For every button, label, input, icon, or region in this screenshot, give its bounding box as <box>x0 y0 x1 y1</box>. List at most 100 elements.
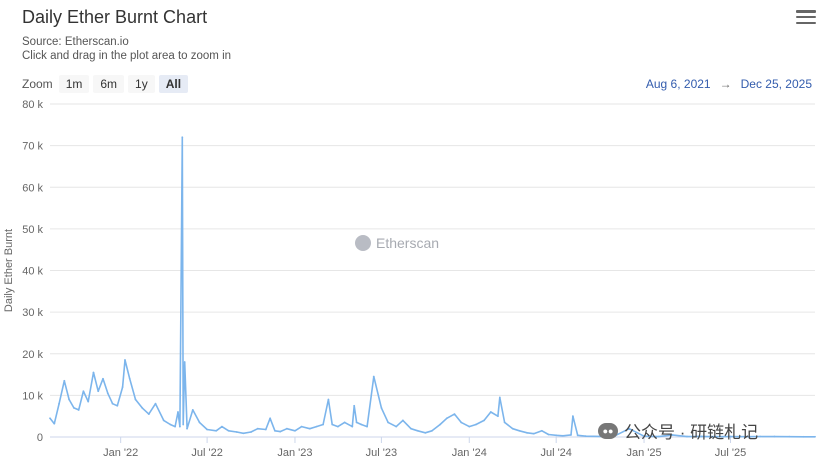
data-point <box>294 429 296 432</box>
zoom-1y-button[interactable]: 1y <box>128 75 155 93</box>
data-point <box>264 428 267 431</box>
data-point <box>206 428 209 431</box>
data-point <box>274 429 276 432</box>
data-point <box>269 417 272 420</box>
range-to-input[interactable]: Dec 25, 2025 <box>740 77 812 91</box>
data-point <box>555 434 558 437</box>
data-point <box>162 419 165 422</box>
data-point <box>439 423 442 426</box>
data-point <box>445 417 448 420</box>
data-point <box>178 425 181 428</box>
data-point <box>235 431 238 433</box>
x-tick-label: Jul '24 <box>540 447 571 459</box>
data-point <box>571 415 574 418</box>
data-point <box>327 398 330 401</box>
data-point <box>360 423 363 426</box>
data-point <box>147 413 150 416</box>
x-tick-label: Jan '25 <box>626 447 661 459</box>
data-point <box>686 435 688 438</box>
data-point <box>181 136 184 139</box>
data-point <box>337 425 339 428</box>
data-point <box>483 419 485 422</box>
data-point <box>532 432 535 435</box>
data-point <box>788 435 791 438</box>
data-point <box>410 427 412 430</box>
data-point <box>279 430 282 433</box>
overlay-watermark: ●● 公众号 · 研链札记 <box>598 418 758 443</box>
data-point <box>475 423 477 426</box>
x-tick-label: Jul '23 <box>366 447 397 459</box>
zoom-1m-button[interactable]: 1m <box>58 75 90 93</box>
data-point <box>489 411 492 413</box>
data-point <box>191 409 194 411</box>
data-point <box>121 386 124 388</box>
data-point <box>657 435 660 438</box>
data-point <box>221 425 223 428</box>
data-point <box>77 409 80 411</box>
data-point <box>58 402 60 405</box>
y-tick-label: 70 k <box>22 141 43 153</box>
data-point <box>141 406 144 409</box>
data-point <box>87 400 90 403</box>
overlay-watermark-text: 公众号 · 研链札记 <box>624 423 759 442</box>
watermark-text: Etherscan <box>376 235 439 251</box>
zoom-label: Zoom <box>22 77 53 91</box>
x-tick-label: Jan '22 <box>103 447 138 459</box>
data-point <box>355 421 358 424</box>
zoom-all-button[interactable]: All <box>158 75 189 93</box>
data-point <box>453 413 456 416</box>
data-point <box>242 432 245 435</box>
data-point <box>285 427 288 430</box>
x-tick-label: Jul '25 <box>715 447 746 459</box>
data-point <box>250 431 252 433</box>
y-tick-label: 0 <box>37 432 43 444</box>
data-point <box>744 435 747 438</box>
data-point <box>729 435 732 438</box>
context-menu-icon[interactable] <box>796 10 816 28</box>
data-point <box>570 434 572 436</box>
data-point <box>97 390 100 393</box>
x-tick-label: Jul '22 <box>191 447 222 459</box>
y-tick-label: 20 k <box>22 349 43 361</box>
data-point <box>380 406 383 409</box>
data-point <box>372 375 375 378</box>
wechat-icon: ●● <box>598 422 618 439</box>
data-point <box>154 402 157 405</box>
data-point <box>584 435 587 438</box>
y-tick-label: 40 k <box>22 266 43 278</box>
data-point <box>186 427 188 430</box>
etherscan-logo-icon <box>355 235 371 251</box>
data-point <box>92 371 95 374</box>
data-point <box>366 425 368 428</box>
data-point <box>561 434 564 437</box>
data-point <box>518 429 521 432</box>
data-point <box>540 429 543 432</box>
data-point <box>183 361 186 363</box>
data-point <box>53 422 56 425</box>
data-point <box>82 390 85 393</box>
data-point <box>498 396 501 399</box>
data-point <box>182 423 185 426</box>
data-point <box>576 434 579 437</box>
data-point <box>227 429 230 432</box>
range-from-input[interactable]: Aug 6, 2021 <box>645 77 711 91</box>
data-point <box>700 435 703 438</box>
data-point <box>177 411 179 413</box>
data-point <box>643 435 645 438</box>
y-tick-label: 60 k <box>22 182 43 194</box>
data-point <box>715 435 718 438</box>
data-point <box>468 425 471 428</box>
x-tick-label: Jan '24 <box>452 447 487 459</box>
data-point <box>401 419 404 422</box>
zoom-bar: Zoom 1m 6m 1y All <box>22 74 192 94</box>
date-range: Aug 6, 2021 → Dec 25, 2025 <box>646 77 812 91</box>
data-point <box>256 427 259 430</box>
data-point <box>308 427 311 430</box>
range-arrow: → <box>719 77 732 91</box>
data-point <box>111 402 114 405</box>
data-point <box>526 431 528 434</box>
data-point <box>63 379 66 382</box>
zoom-6m-button[interactable]: 6m <box>93 75 125 93</box>
data-point <box>671 434 674 436</box>
